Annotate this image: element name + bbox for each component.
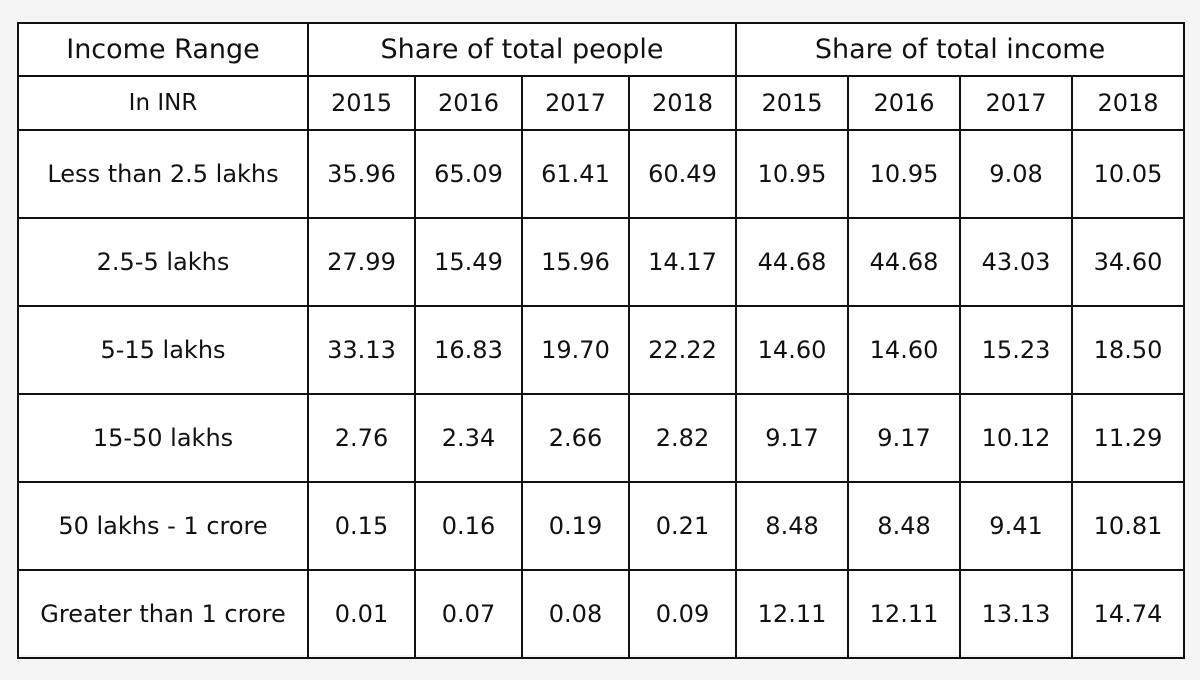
people-share-cell: 60.49	[627, 129, 738, 219]
header-row-years: In INR 2015 2016 2017 2018 2015 2016 201…	[17, 75, 1186, 131]
income-share-cell: 9.17	[847, 393, 962, 483]
people-share-cell: 0.09	[627, 569, 738, 659]
income-range-label: 5-15 lakhs	[17, 305, 309, 395]
people-share-cell: 65.09	[414, 129, 523, 219]
people-share-cell: 0.21	[627, 481, 738, 571]
table-row: 15-50 lakhs 2.76 2.34 2.66 2.82 9.17 9.1…	[17, 393, 1186, 483]
income-share-cell: 14.60	[735, 305, 850, 395]
year-header: 2016	[847, 75, 962, 131]
income-range-label: Greater than 1 crore	[17, 569, 309, 659]
income-share-cell: 14.74	[1071, 569, 1186, 659]
income-share-cell: 43.03	[959, 217, 1074, 307]
income-share-cell: 13.13	[959, 569, 1074, 659]
people-share-cell: 61.41	[521, 129, 630, 219]
income-share-header: Share of total income	[735, 22, 1186, 77]
income-range-header: Income Range	[17, 22, 309, 77]
income-share-cell: 10.95	[847, 129, 962, 219]
income-share-cell: 9.41	[959, 481, 1074, 571]
people-share-cell: 2.34	[414, 393, 523, 483]
income-share-cell: 9.17	[735, 393, 850, 483]
people-share-cell: 0.01	[307, 569, 416, 659]
year-header: 2015	[307, 75, 416, 131]
people-share-cell: 15.96	[521, 217, 630, 307]
income-share-cell: 10.95	[735, 129, 850, 219]
income-range-label: 15-50 lakhs	[17, 393, 309, 483]
table-row: 2.5-5 lakhs 27.99 15.49 15.96 14.17 44.6…	[17, 217, 1186, 307]
income-share-cell: 14.60	[847, 305, 962, 395]
people-share-cell: 2.82	[627, 393, 738, 483]
income-range-label: 50 lakhs - 1 crore	[17, 481, 309, 571]
income-share-cell: 34.60	[1071, 217, 1186, 307]
year-header: 2018	[627, 75, 738, 131]
year-header: 2016	[414, 75, 523, 131]
people-share-cell: 27.99	[307, 217, 416, 307]
income-share-cell: 44.68	[735, 217, 850, 307]
people-share-cell: 22.22	[627, 305, 738, 395]
income-share-cell: 11.29	[1071, 393, 1186, 483]
year-header: 2017	[959, 75, 1074, 131]
income-share-cell: 10.12	[959, 393, 1074, 483]
table-row: Greater than 1 crore 0.01 0.07 0.08 0.09…	[17, 569, 1186, 659]
people-share-cell: 0.19	[521, 481, 630, 571]
income-range-label: 2.5-5 lakhs	[17, 217, 309, 307]
income-share-cell: 10.05	[1071, 129, 1186, 219]
people-share-cell: 0.08	[521, 569, 630, 659]
income-share-cell: 18.50	[1071, 305, 1186, 395]
income-share-cell: 10.81	[1071, 481, 1186, 571]
income-share-cell: 15.23	[959, 305, 1074, 395]
income-share-cell: 8.48	[847, 481, 962, 571]
income-range-label: Less than 2.5 lakhs	[17, 129, 309, 219]
year-header: 2018	[1071, 75, 1186, 131]
people-share-cell: 2.76	[307, 393, 416, 483]
income-share-table: Income Range Share of total people Share…	[17, 22, 1186, 659]
table-row: Less than 2.5 lakhs 35.96 65.09 61.41 60…	[17, 129, 1186, 219]
people-share-cell: 14.17	[627, 217, 738, 307]
year-header: 2015	[735, 75, 850, 131]
income-share-cell: 44.68	[847, 217, 962, 307]
header-row-groups: Income Range Share of total people Share…	[17, 22, 1186, 77]
people-share-cell: 35.96	[307, 129, 416, 219]
people-share-cell: 19.70	[521, 305, 630, 395]
table-row: 5-15 lakhs 33.13 16.83 19.70 22.22 14.60…	[17, 305, 1186, 395]
people-share-cell: 15.49	[414, 217, 523, 307]
people-share-header: Share of total people	[306, 22, 738, 77]
unit-label: In INR	[17, 75, 309, 131]
income-share-cell: 8.48	[735, 481, 850, 571]
people-share-cell: 2.66	[521, 393, 630, 483]
income-share-cell: 12.11	[847, 569, 962, 659]
income-share-cell: 9.08	[959, 129, 1074, 219]
people-share-cell: 16.83	[414, 305, 523, 395]
people-share-cell: 33.13	[307, 305, 416, 395]
people-share-cell: 0.07	[414, 569, 523, 659]
people-share-cell: 0.15	[307, 481, 416, 571]
table-row: 50 lakhs - 1 crore 0.15 0.16 0.19 0.21 8…	[17, 481, 1186, 571]
income-share-cell: 12.11	[735, 569, 850, 659]
year-header: 2017	[521, 75, 630, 131]
people-share-cell: 0.16	[414, 481, 523, 571]
income-share-table-container: Income Range Share of total people Share…	[17, 22, 1186, 659]
